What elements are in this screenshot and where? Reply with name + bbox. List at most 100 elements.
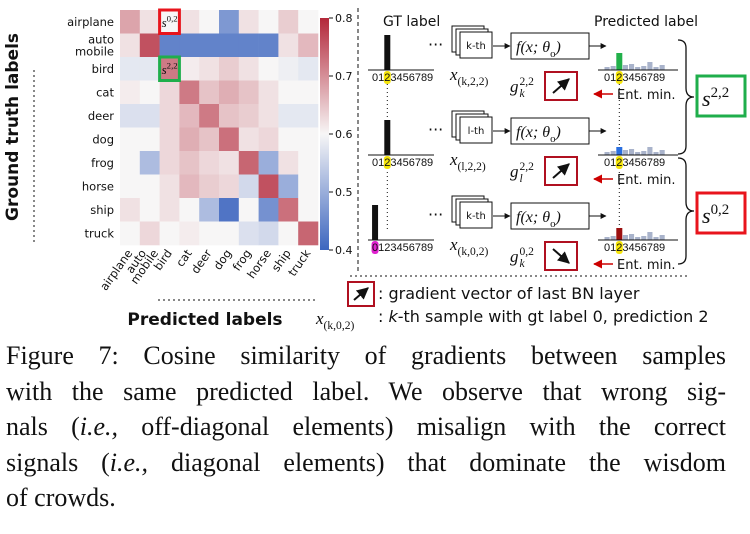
heatmap-cell xyxy=(139,10,160,34)
pred-bar xyxy=(653,152,659,155)
pred-bar xyxy=(659,150,665,155)
math-text: f(x; θo) xyxy=(516,124,561,145)
heatmap-cell xyxy=(139,198,160,222)
heatmap-cell xyxy=(139,104,160,128)
pred-bar xyxy=(610,66,616,70)
math-text: g xyxy=(510,77,519,96)
heatmap-cell xyxy=(120,57,141,81)
heatmap-cell xyxy=(219,174,240,199)
heatmap-cell xyxy=(120,33,141,58)
math-base: x xyxy=(449,235,458,254)
gradient-box xyxy=(544,156,578,186)
heatmap-cell xyxy=(159,104,180,128)
heatmap-cell xyxy=(139,221,160,246)
pred-bar xyxy=(604,152,610,155)
math-text: s2,2 xyxy=(162,61,178,77)
heatmap-cell xyxy=(219,151,240,175)
math-sub: o xyxy=(550,218,556,230)
heatmap-cell xyxy=(120,151,141,175)
pred-bar xyxy=(622,235,628,240)
legend-icon xyxy=(347,281,375,307)
heatmap-cell xyxy=(219,127,240,152)
heatmap-cell xyxy=(278,57,299,81)
math-text: x(k,0,2) xyxy=(449,235,488,258)
pred-bar xyxy=(628,234,635,240)
y-tick-label: horse xyxy=(82,179,114,193)
caption-text: of crowds. xyxy=(6,483,116,513)
heatmap-cell xyxy=(179,174,200,199)
colorbar-tick-label: 0.5 xyxy=(335,186,353,199)
pred-bar xyxy=(604,237,610,240)
heatmap-cell xyxy=(258,80,279,105)
gt-highlight xyxy=(383,156,391,169)
model-box xyxy=(510,117,590,145)
heatmap-cell xyxy=(298,127,319,152)
heatmap-cell xyxy=(258,174,279,199)
y-tick-label: truck xyxy=(84,226,114,240)
heatmap-cell xyxy=(219,57,240,81)
math-base: x xyxy=(449,150,458,169)
pred-bar xyxy=(641,66,647,70)
heatmap-cell xyxy=(199,33,220,58)
heatmap-cell xyxy=(159,151,180,175)
caption: Figure 7: Cosine similarity of gradients… xyxy=(6,338,726,516)
card-label: l-th xyxy=(468,126,485,137)
model-box xyxy=(510,32,590,60)
gradient-box xyxy=(544,71,578,101)
heatmap-cell xyxy=(298,33,319,58)
heatmap-cell xyxy=(278,10,299,34)
x-tick-label: truck xyxy=(285,246,314,278)
pred-bar xyxy=(635,67,641,70)
gt-highlight xyxy=(383,71,391,84)
pred-highlight xyxy=(615,241,623,254)
caption-text: i.e., xyxy=(109,447,149,477)
math-base: s xyxy=(702,86,711,111)
heatmap-cell xyxy=(120,104,141,128)
heatmap-cell xyxy=(258,151,279,175)
heatmap-cell xyxy=(278,151,299,175)
math-base: s xyxy=(162,62,167,77)
pred-highlight xyxy=(615,71,623,84)
heatmap-cell xyxy=(159,221,180,246)
heatmap-cell xyxy=(199,80,220,105)
colorbar-tick-label: 0.4 xyxy=(335,244,353,257)
heatmap-cell xyxy=(258,221,279,246)
heatmap-cell xyxy=(179,198,200,222)
ellipsis: ··· xyxy=(428,205,443,224)
x-tick-label: deer xyxy=(188,246,215,276)
math-pre: f(x; θ xyxy=(516,39,550,56)
math-base: g xyxy=(510,162,519,181)
heatmap-cell xyxy=(238,104,259,128)
caption-text: off-diagonal elements) misalign with the… xyxy=(118,412,726,442)
math-sup: 2,2 xyxy=(520,75,535,88)
brace xyxy=(677,157,695,265)
math-text: x(k,2,2) xyxy=(449,65,488,88)
heatmap-cell xyxy=(298,221,319,246)
heatmap-cell xyxy=(139,33,160,58)
heatmap-cell xyxy=(120,174,141,199)
math-pre: f(x; θ xyxy=(516,124,550,141)
gt-digits: 0123456789 xyxy=(372,72,433,84)
colorbar-tick-label: 0.7 xyxy=(335,70,353,83)
pred-bar xyxy=(647,62,653,70)
heatmap-cell xyxy=(159,127,180,152)
pred-bar xyxy=(647,147,653,155)
figure: Ground truth labels Predicted labels GT … xyxy=(3,8,747,332)
legend-arrow xyxy=(353,287,369,301)
gt-digits: 0123456789 xyxy=(372,242,433,254)
heatmap-cell xyxy=(298,80,319,105)
pred-bar xyxy=(635,237,641,240)
heatmap-cell xyxy=(199,10,220,34)
math-sub: k xyxy=(520,87,526,100)
heatmap-cell xyxy=(258,57,279,81)
math-sup: 2,2 xyxy=(711,85,730,101)
sample-card xyxy=(459,201,493,229)
heatmap-cell xyxy=(179,127,200,152)
heatmap-cell xyxy=(219,221,240,246)
gt-highlight xyxy=(371,241,379,254)
score-box xyxy=(695,74,747,118)
caption-text: with the same predicted label. We observ… xyxy=(6,376,726,406)
pred-bar xyxy=(622,150,628,155)
heatmap-cell xyxy=(159,57,180,81)
pred-bar xyxy=(610,151,616,155)
